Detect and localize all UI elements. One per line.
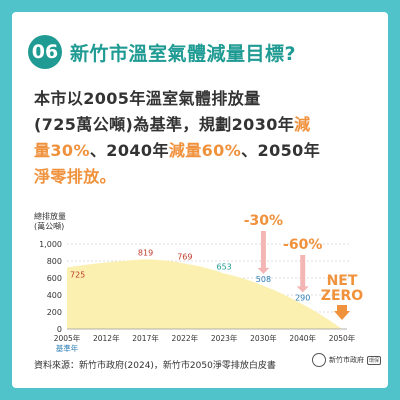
y-axis-label: 總排放量 [34, 211, 66, 221]
reduction-annotation: -60% [283, 237, 322, 253]
net-zero-annotation: ZERO [321, 288, 363, 304]
data-label: 653 [217, 262, 232, 271]
y-tick-label: 1,000 [39, 240, 62, 249]
body-line-2: (725萬公噸)為基準，規劃2030年 [34, 115, 295, 134]
net-zero-annotation: NET [327, 273, 358, 289]
down-arrow-icon [334, 305, 350, 320]
source-text: 資料來源：新竹市政府(2024)，新竹市2050淨零排放白皮書 [34, 361, 276, 371]
data-label: 508 [256, 275, 271, 284]
hsinchu-logo: 新竹市政府 環保 [312, 353, 382, 367]
body-2050: 、2050年 [241, 141, 321, 160]
page-title: 新竹市溫室氣體減量目標? [70, 42, 297, 65]
body-text: 本市以2005年溫室氣體排放量 (725萬公噸)為基準，規劃2030年減 量30… [34, 86, 374, 190]
card: 06 新竹市溫室氣體減量目標? 本市以2005年溫室氣體排放量 (725萬公噸)… [12, 12, 388, 388]
body-2040: 、2040年 [89, 141, 169, 160]
x-tick-label: 2022年 [172, 333, 199, 343]
y-tick-label: 400 [47, 291, 62, 300]
x-tick-label: 2030年 [250, 333, 277, 343]
y-tick-label: 600 [47, 274, 62, 283]
data-label: 290 [295, 293, 310, 302]
body-highlight-30: 量30% [34, 141, 90, 160]
baseline-year-caption: 基準年 [56, 343, 79, 353]
body-highlight-reduce: 減 [294, 115, 311, 134]
x-tick-label: 2017年 [132, 333, 159, 343]
x-tick-label: 2012年 [93, 333, 120, 343]
y-tick-label: 200 [47, 308, 62, 317]
emissions-area [67, 259, 342, 329]
x-tick-label: 2040年 [289, 333, 316, 343]
x-tick-label: 2005年 [54, 333, 81, 343]
down-arrow-icon [257, 231, 270, 274]
header: 06 新竹市溫室氣體減量目標? [28, 32, 296, 72]
body-line-1: 本市以2005年溫室氣體排放量 [34, 89, 261, 108]
body-highlight-netzero: 淨零排放。 [34, 167, 117, 186]
number-badge: 06 [28, 35, 62, 69]
body-highlight-60: 減量60% [168, 141, 242, 160]
down-arrow-icon [296, 255, 309, 293]
data-label: 769 [177, 253, 192, 262]
y-tick-label: 800 [47, 257, 62, 266]
logo-badge: 環保 [367, 355, 382, 365]
x-tick-label: 2050年 [329, 333, 356, 343]
x-tick-label: 2023年 [211, 333, 238, 343]
emissions-chart: 總排放量(萬公噸) 0 200 400 600 800 1,000 725 819 769 653 5… [34, 211, 363, 353]
y-axis-label: (萬公噸) [34, 221, 64, 231]
logo-text: 新竹市政府 [329, 356, 364, 364]
data-label: 725 [70, 270, 85, 279]
reduction-annotation: -30% [244, 213, 283, 229]
city-emblem-icon [312, 353, 326, 367]
data-label: 819 [138, 248, 153, 257]
y-tick-label: 0 [57, 325, 62, 334]
